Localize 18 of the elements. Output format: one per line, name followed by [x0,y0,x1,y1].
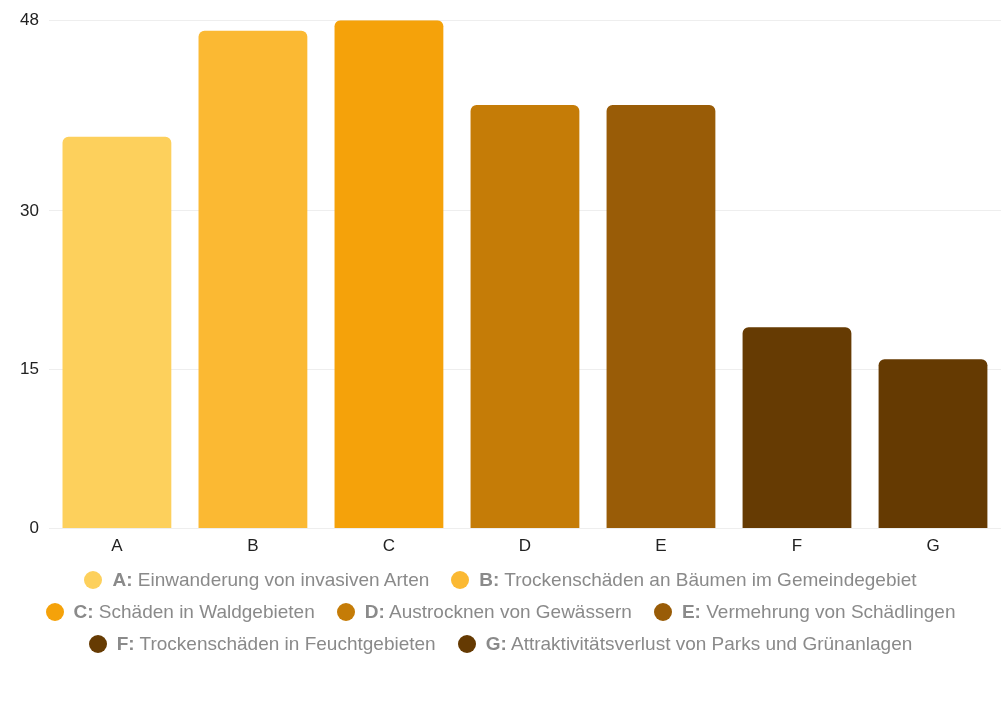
legend-label: E: Vermehrung von Schädlingen [681,601,956,623]
y-tick-label: 48 [19,9,39,29]
legend-label: C: Schäden in Waldgebieten [73,601,315,623]
x-tick-label: B [247,536,259,556]
legend-label: D: Austrocknen von Gewässern [364,601,632,623]
y-tick-label: 30 [19,200,39,220]
y-tick-label: 15 [19,359,39,379]
x-tick-label: E [655,536,667,556]
x-tick-label: C [382,536,396,556]
x-tick-label: A [111,536,124,556]
x-tick-label: F [791,536,803,556]
legend-label: B: Trockenschäden an Bäumen im Gemeindegebiet [479,569,917,591]
y-tick-label: 0 [29,518,39,538]
x-tick-label: D [518,536,532,556]
legend-label: F: Trockenschäden in Feuchtgebieten [116,633,436,655]
legend-label: G: Attraktivitätsverlust von Parks und Grünanlagen [485,633,913,655]
x-tick-label: G [926,536,940,556]
legend-label: A: Einwanderung von invasiven Arten [112,569,430,591]
